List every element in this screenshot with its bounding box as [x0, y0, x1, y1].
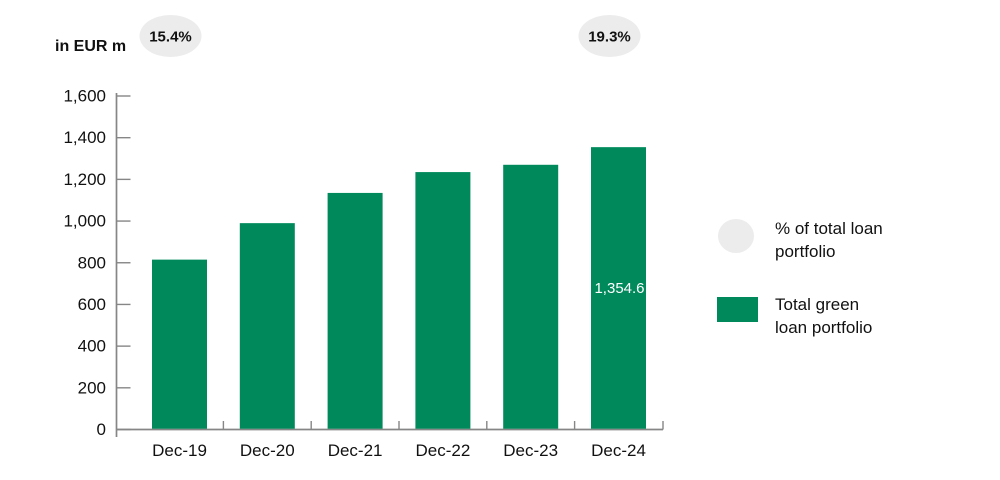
pct-bubble-label: 15.4%: [149, 29, 192, 46]
y-axis-tick-label: 400: [78, 337, 106, 356]
legend-item-pct-of-total-loan-portfolio: % of total loan portfolio: [775, 217, 883, 263]
legend-label-line: Total green: [775, 295, 860, 314]
unit-label: in EUR m: [55, 38, 126, 55]
x-axis-label: Dec-21: [328, 441, 383, 460]
x-axis-label: Dec-22: [415, 441, 470, 460]
y-axis-tick-label: 600: [78, 295, 106, 314]
x-axis-label: Dec-19: [152, 441, 207, 460]
pct-bubble-label: 19.3%: [588, 29, 631, 46]
bar-dec-20: [239, 223, 295, 429]
y-axis-tick-label: 1,400: [63, 128, 106, 147]
bar-dec-24: [591, 147, 646, 429]
y-axis-tick-label: 1,000: [63, 212, 106, 231]
legend-item-total-green-loan-portfolio: Total green loan portfolio: [775, 293, 872, 339]
y-axis-tick-label: 200: [78, 378, 106, 397]
pct-bubble: [139, 15, 202, 57]
bar-value-label: 1,354.6: [594, 280, 644, 297]
x-axis-label: Dec-24: [591, 441, 646, 460]
legend-bar-swatch: [717, 297, 758, 322]
bar-dec-22: [415, 172, 471, 429]
x-axis-label: Dec-20: [240, 441, 295, 460]
legend-label-line: loan portfolio: [775, 318, 873, 337]
y-axis-tick-label: 0: [97, 420, 106, 439]
y-axis-tick-label: 1,200: [63, 170, 106, 189]
y-axis-tick-label: 800: [78, 253, 106, 272]
y-axis-tick-label: 1,600: [63, 87, 106, 106]
bar-dec-21: [327, 192, 383, 429]
legend-ellipse-swatch: [718, 219, 754, 253]
bar-dec-23: [503, 164, 559, 429]
x-axis-label: Dec-23: [503, 441, 558, 460]
bar-dec-19: [152, 259, 207, 429]
legend-label-line: portfolio: [775, 242, 836, 261]
pct-bubble: [578, 15, 641, 57]
legend-label-line: % of total loan: [775, 219, 883, 238]
